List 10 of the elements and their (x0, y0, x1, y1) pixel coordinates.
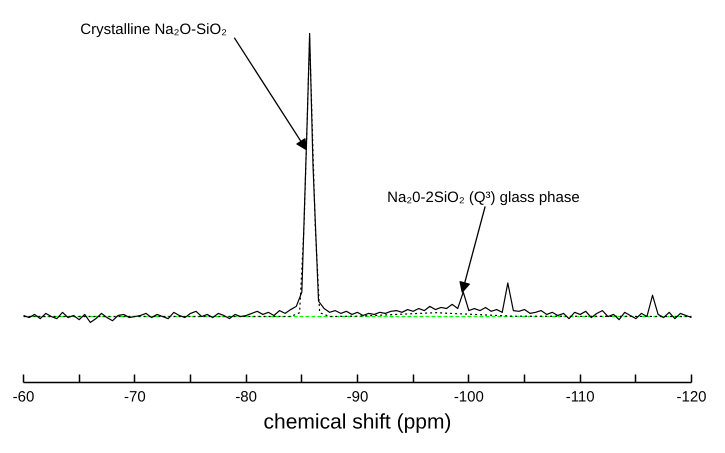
x-tick-label: -60 (12, 388, 34, 406)
x-tick-label: -80 (235, 388, 258, 406)
x-tick-label: -110 (566, 388, 595, 406)
x-tick-label: -70 (124, 388, 146, 406)
x-axis-title: chemical shift (ppm) (264, 410, 452, 434)
x-tick-label: -120 (676, 388, 707, 406)
x-tick-label: -90 (346, 388, 368, 406)
annotation: Crystalline Na₂O-SiO₂ (80, 21, 228, 38)
annotation: Na₂0-2SiO₂ (Q³) glass phase (387, 188, 580, 206)
x-tick-label: -100 (454, 388, 484, 406)
